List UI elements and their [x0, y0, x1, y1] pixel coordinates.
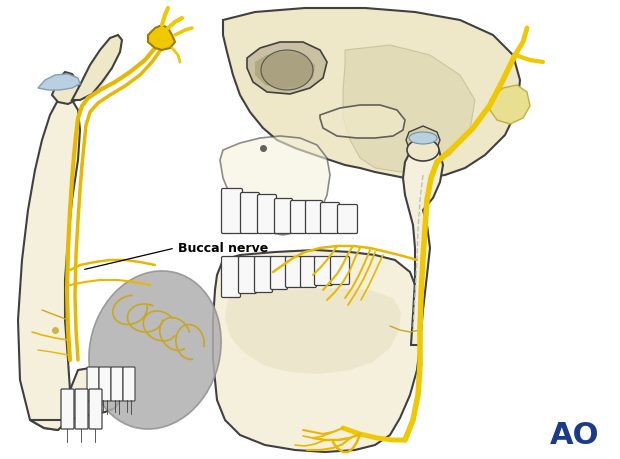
FancyBboxPatch shape — [306, 201, 322, 234]
FancyBboxPatch shape — [99, 367, 111, 401]
FancyBboxPatch shape — [221, 257, 241, 297]
FancyBboxPatch shape — [221, 189, 242, 234]
Polygon shape — [490, 85, 530, 124]
Text: AO: AO — [551, 420, 600, 449]
FancyBboxPatch shape — [321, 202, 340, 234]
FancyBboxPatch shape — [270, 257, 288, 290]
Ellipse shape — [409, 132, 437, 144]
FancyBboxPatch shape — [239, 257, 257, 293]
FancyBboxPatch shape — [61, 389, 74, 429]
FancyBboxPatch shape — [254, 257, 273, 292]
Ellipse shape — [407, 139, 439, 161]
FancyBboxPatch shape — [75, 389, 88, 429]
Polygon shape — [148, 25, 175, 50]
Polygon shape — [213, 250, 420, 452]
FancyBboxPatch shape — [275, 198, 293, 234]
FancyBboxPatch shape — [89, 389, 102, 429]
FancyBboxPatch shape — [87, 367, 99, 401]
Text: Buccal nerve: Buccal nerve — [178, 241, 268, 254]
Polygon shape — [343, 45, 475, 172]
Polygon shape — [255, 52, 315, 88]
Polygon shape — [223, 8, 520, 178]
Ellipse shape — [261, 50, 313, 90]
FancyBboxPatch shape — [111, 367, 123, 401]
FancyBboxPatch shape — [337, 205, 358, 234]
Polygon shape — [320, 105, 405, 138]
FancyBboxPatch shape — [314, 257, 332, 285]
Polygon shape — [78, 68, 110, 100]
Polygon shape — [220, 136, 330, 235]
Polygon shape — [247, 42, 327, 94]
Polygon shape — [52, 72, 80, 104]
FancyBboxPatch shape — [291, 201, 308, 234]
Ellipse shape — [89, 271, 221, 429]
Polygon shape — [72, 35, 122, 100]
FancyBboxPatch shape — [241, 192, 260, 234]
Polygon shape — [30, 368, 122, 430]
Polygon shape — [406, 126, 440, 152]
FancyBboxPatch shape — [285, 257, 303, 287]
FancyBboxPatch shape — [257, 195, 277, 234]
FancyBboxPatch shape — [301, 257, 316, 287]
Polygon shape — [403, 144, 443, 345]
Polygon shape — [18, 95, 80, 430]
Polygon shape — [225, 288, 401, 374]
Polygon shape — [38, 74, 80, 90]
FancyBboxPatch shape — [330, 257, 350, 285]
FancyBboxPatch shape — [123, 367, 135, 401]
